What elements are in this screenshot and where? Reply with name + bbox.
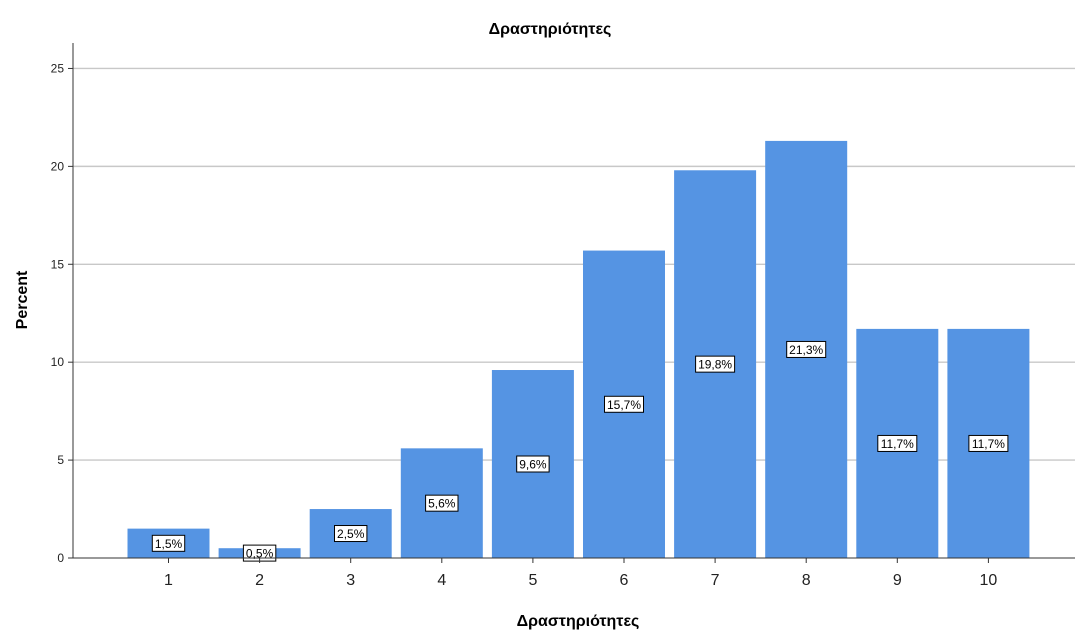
y-tick-label: 5 xyxy=(57,453,64,467)
data-label: 21,3% xyxy=(786,340,827,358)
x-tick-label: 10 xyxy=(980,572,998,589)
data-labels: 1,5% 0,5% 2,5% 5,6% 9,6% 15,7% 19,8% 21,3% 11,7%… xyxy=(151,340,1009,562)
x-tick-label: 1 xyxy=(164,572,173,589)
y-tick-labels: 0 5 10 15 20 25 xyxy=(51,61,65,565)
data-label-box xyxy=(151,534,186,552)
data-label-box xyxy=(425,494,459,512)
x-tick-label: 4 xyxy=(437,572,446,589)
data-label: 9,6% xyxy=(516,455,550,473)
data-label-text: 5,6% xyxy=(428,497,456,511)
y-tick-label: 20 xyxy=(51,159,65,173)
data-label-text: 0,5% xyxy=(246,547,274,561)
data-label-text: 2,5% xyxy=(337,527,365,541)
data-label-text: 21,3% xyxy=(789,343,823,357)
data-label: 15,7% xyxy=(604,395,644,413)
x-tick-label: 6 xyxy=(620,572,629,589)
x-tick-label: 9 xyxy=(893,572,902,589)
data-label: 1,5% xyxy=(151,534,186,552)
data-label: 2,5% xyxy=(334,525,368,543)
y-tick-label: 10 xyxy=(51,355,65,369)
y-tick-label: 15 xyxy=(51,257,65,271)
data-label-text: 19,8% xyxy=(698,358,732,372)
data-label-text: 11,7% xyxy=(972,437,1005,451)
x-axis-title: Δραστηριότητες xyxy=(517,613,640,630)
data-label: 19,8% xyxy=(695,355,736,373)
data-label-text: 9,6% xyxy=(519,458,547,472)
data-label: 11,7% xyxy=(877,434,918,452)
x-tick-label: 2 xyxy=(255,572,264,589)
data-label-text: 1,5% xyxy=(155,537,183,551)
data-label-box xyxy=(968,434,1009,452)
bars xyxy=(127,140,1030,559)
data-label-box xyxy=(604,395,644,413)
data-label-box xyxy=(334,525,368,543)
chart-title: Δραστηριότητες xyxy=(489,21,612,38)
y-tick-label: 25 xyxy=(51,61,65,75)
data-label: 11,7% xyxy=(968,434,1009,452)
y-tick-label: 0 xyxy=(57,551,64,565)
data-label-box xyxy=(786,340,827,358)
data-label-text: 11,7% xyxy=(881,437,914,451)
x-tick-label: 3 xyxy=(346,572,355,589)
data-label: 0,5% xyxy=(242,544,277,562)
x-tick-labels: 1 2 3 4 5 6 7 8 9 10 xyxy=(164,572,997,589)
axes xyxy=(68,43,1075,563)
data-label-box xyxy=(516,455,550,473)
data-label-text: 15,7% xyxy=(607,398,641,412)
data-label: 5,6% xyxy=(425,494,459,512)
x-tick-label: 8 xyxy=(802,572,811,589)
y-axis-title: Percent xyxy=(14,270,31,329)
data-label-box xyxy=(877,434,918,452)
x-tick-label: 5 xyxy=(528,572,537,589)
data-label-box xyxy=(695,355,736,373)
x-tick-label: 7 xyxy=(711,572,720,589)
